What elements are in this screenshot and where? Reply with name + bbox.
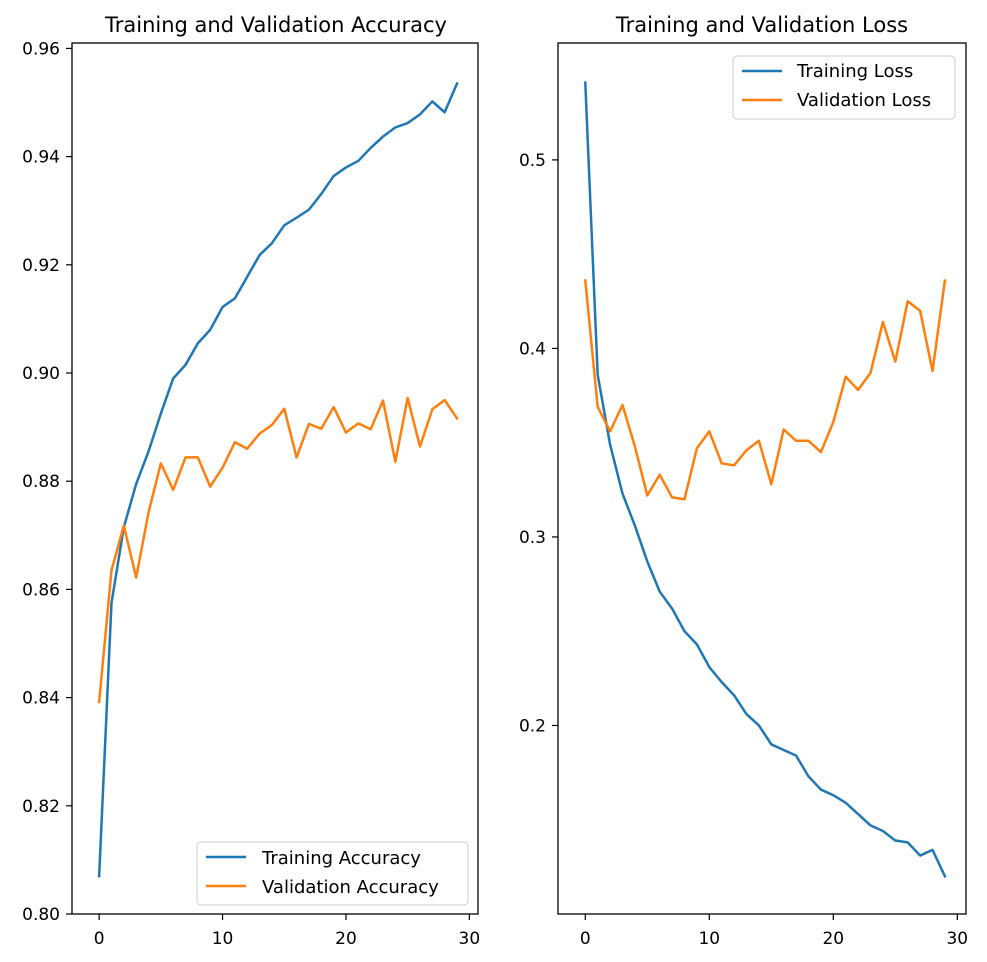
loss-legend: Training Loss Validation Loss xyxy=(732,55,956,120)
legend-label-training-accuracy: Training Accuracy xyxy=(261,848,421,869)
axes-frame xyxy=(557,42,967,915)
y-tick-label: 0.4 xyxy=(519,339,546,359)
x-tick-label: 0 xyxy=(580,929,591,949)
y-tick-label: 0.94 xyxy=(22,148,60,168)
x-tick-label: 20 xyxy=(335,929,357,949)
accuracy-plot-area: 0 10 20 30 0.80 0.82 0.84 0.86 0.88 0.90 0.92 0.94 0… xyxy=(22,39,480,949)
y-tick-label: 0.5 xyxy=(519,151,546,171)
loss-plot-area: 0 10 20 30 0.2 0.3 0.4 0.5 xyxy=(519,42,968,949)
y-tick-label: 0.2 xyxy=(519,716,546,736)
accuracy-chart-title: Training and Validation Accuracy xyxy=(104,13,447,37)
y-tick-label: 0.96 xyxy=(22,39,60,59)
x-tick-label: 0 xyxy=(94,929,105,949)
series-line-validation-loss xyxy=(583,279,947,501)
y-tick-label: 0.82 xyxy=(22,797,60,817)
accuracy-legend: Training Accuracy Validation Accuracy xyxy=(196,841,469,906)
y-tick-label: 0.88 xyxy=(22,472,60,492)
y-tick-label: 0.80 xyxy=(22,905,60,925)
y-tick-label: 0.92 xyxy=(22,256,60,276)
y-tick-label: 0.90 xyxy=(22,364,60,384)
loss-chart-panel: Training and Validation Loss 0 10 20 300.20… xyxy=(519,13,968,949)
legend-label-validation-loss: Validation Loss xyxy=(797,90,931,111)
axes-frame xyxy=(71,42,479,915)
legend-label-validation-accuracy: Validation Accuracy xyxy=(262,877,439,898)
x-tick-label: 30 xyxy=(459,929,481,949)
y-tick-label: 0.86 xyxy=(22,580,60,600)
legend-label-training-loss: Training Loss xyxy=(796,61,913,82)
series-line-validation-accuracy xyxy=(97,396,459,704)
series-line-training-loss xyxy=(583,81,947,878)
y-tick-label: 0.84 xyxy=(22,689,60,709)
y-tick-label: 0.3 xyxy=(519,528,546,548)
loss-chart-title: Training and Validation Loss xyxy=(615,13,908,37)
x-tick-label: 30 xyxy=(946,929,968,949)
accuracy-legend-box xyxy=(196,841,469,906)
loss-legend-box xyxy=(732,55,956,120)
x-tick-label: 10 xyxy=(212,929,234,949)
x-tick-label: 20 xyxy=(822,929,844,949)
x-tick-label: 10 xyxy=(698,929,720,949)
series-line-training-accuracy xyxy=(97,81,459,878)
accuracy-chart-panel: Training and Validation Accuracy 0 10 20 30… xyxy=(22,13,480,949)
